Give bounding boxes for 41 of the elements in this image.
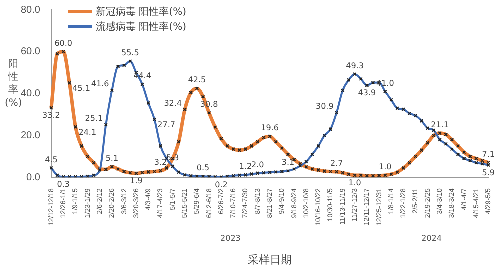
data-label: 0.2: [215, 180, 228, 190]
data-label: 0.3: [57, 180, 70, 190]
data-label: 4.5: [45, 155, 58, 164]
data-label: 3.1: [282, 158, 295, 168]
data-label: 1.0: [379, 162, 392, 172]
legend-label: 流感病毒 阳性率(%): [96, 20, 186, 34]
data-label: 42.5: [188, 76, 206, 85]
data-label: 3.2: [154, 158, 168, 168]
data-label: 27.7: [158, 120, 176, 130]
data-label: 45.1: [72, 84, 90, 94]
data-label: 2.7: [330, 159, 344, 168]
data-label: 30.9: [316, 102, 334, 111]
y-tick-label: 80.0: [20, 4, 41, 16]
legend-label: 新冠病毒 阳性率(%): [96, 6, 186, 18]
data-label: 19.6: [261, 124, 279, 133]
data-label: 1.9: [130, 176, 143, 186]
data-label: 0.5: [196, 164, 210, 173]
data-label: 55.5: [121, 48, 140, 58]
y-axis-title: 阳性率(%): [5, 58, 22, 110]
data-label: 43.9: [358, 88, 376, 98]
data-label: 33.2: [42, 111, 60, 120]
y-tick-label: 20.0: [20, 130, 41, 142]
y-tick-label: 60.0: [20, 46, 41, 58]
y-tick-label: 40.0: [20, 88, 41, 100]
x-axis-title: 采样日期: [248, 253, 292, 266]
data-label: 25.1: [85, 114, 104, 124]
data-label: 1.2: [239, 162, 252, 172]
data-label: 21.1: [431, 120, 449, 130]
text: 2024: [422, 234, 442, 244]
y-tick-label: 0.0: [26, 172, 41, 184]
data-label: 1.0: [348, 178, 362, 188]
data-label: 60.0: [54, 38, 73, 48]
data-label: 49.3: [346, 61, 364, 70]
data-label: 5.1: [106, 154, 119, 164]
data-label: 5.9: [482, 168, 495, 178]
data-label: 41.6: [91, 80, 110, 89]
data-label: 7.1: [482, 150, 495, 159]
data-label: 32.4: [164, 98, 182, 108]
data-label: 2.0: [252, 160, 264, 170]
text: 2023: [220, 234, 241, 244]
data-label: 24.1: [78, 128, 97, 138]
